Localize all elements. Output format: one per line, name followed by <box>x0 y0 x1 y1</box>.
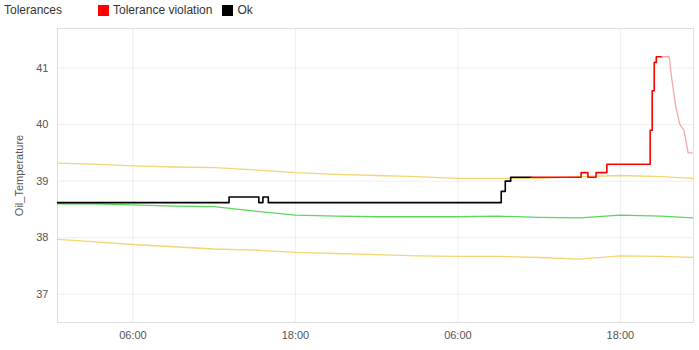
svg-text:06:00: 06:00 <box>444 329 472 341</box>
svg-text:41: 41 <box>36 62 48 74</box>
svg-text:18:00: 18:00 <box>607 329 635 341</box>
svg-text:40: 40 <box>36 118 48 130</box>
html-text:Ok: Ok <box>237 3 253 17</box>
svg-text:18:00: 18:00 <box>282 329 310 341</box>
svg-text:Oil_Temperature: Oil_Temperature <box>13 135 25 216</box>
html-text:Tolerances: Tolerances <box>4 3 62 17</box>
svg-text:06:00: 06:00 <box>119 329 147 341</box>
svg-text:37: 37 <box>36 288 48 300</box>
svg-text:39: 39 <box>36 175 48 187</box>
html-text:Tolerance violation: Tolerance violation <box>113 3 213 17</box>
svg-text:38: 38 <box>36 231 48 243</box>
